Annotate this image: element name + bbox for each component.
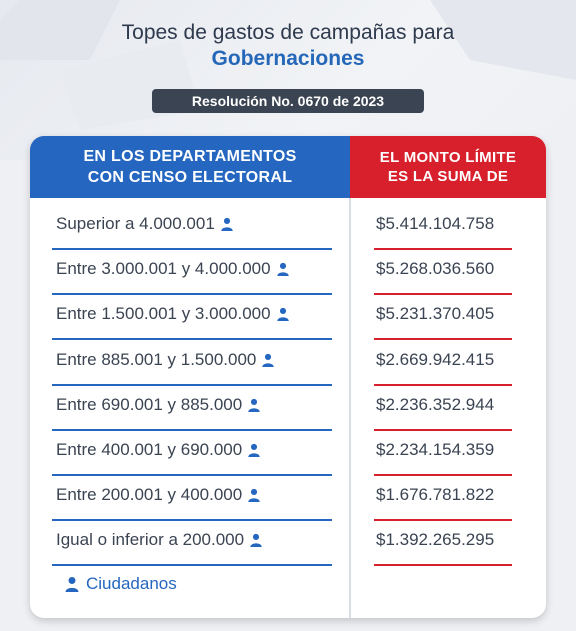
column-divider: [349, 198, 351, 618]
limit-amount: $1.676.781.822: [376, 485, 495, 505]
header-limit: EL MONTO LÍMITE ES LA SUMA DE: [350, 136, 546, 198]
row-underline-red: [374, 338, 512, 341]
table-row: Entre 1.500.001 y 3.000.000 $5.231.370.40…: [30, 295, 546, 341]
table-row: Entre 3.000.001 y 4.000.000 $5.268.036.56…: [30, 250, 546, 296]
header-population: EN LOS DEPARTAMENTOS CON CENSO ELECTORAL: [30, 136, 350, 198]
limit-amount: $2.669.942.415: [376, 349, 495, 369]
background-decoration: [0, 0, 576, 160]
person-icon: [65, 577, 79, 592]
title-line-2: Gobernaciones: [211, 47, 365, 70]
row-underline-blue: [52, 519, 332, 522]
row-underline-blue: [52, 338, 332, 341]
header-right-line-2: ES LA SUMA DE: [387, 168, 509, 185]
population-range: Superior a 4.000.001: [56, 214, 234, 234]
title-line-1: Topes de gastos de campañas para: [121, 21, 455, 44]
table-row: Superior a 4.000.001 $5.414.104.758: [30, 205, 546, 250]
range-text: Entre 1.500.001 y 3.000.000: [56, 304, 271, 324]
person-icon: [276, 308, 289, 322]
range-text: Entre 885.001 y 1.500.000: [56, 349, 257, 369]
row-underline-blue: [52, 564, 332, 567]
range-text: Entre 690.001 y 885.000: [56, 394, 243, 414]
row-underline-blue: [52, 248, 332, 250]
row-underline-blue: [52, 293, 332, 296]
row-underline-red: [374, 428, 512, 431]
legend: Ciudadanos: [64, 574, 177, 594]
legend-label: Ciudadanos: [86, 574, 177, 593]
limit-amount: $5.414.104.758: [376, 214, 495, 233]
person-icon: [262, 353, 275, 367]
person-icon: [221, 217, 233, 231]
population-range: Entre 690.001 y 885.000: [56, 395, 261, 415]
header-left-line-2: CON CENSO ELECTORAL: [87, 169, 293, 186]
limit-amount: $1.392.265.295: [376, 530, 495, 550]
table-row: Igual o inferior a 200.000 $1.392.265.295: [30, 521, 546, 567]
resolution-badge: Resolución No. 0670 de 2023: [152, 89, 424, 113]
person-icon: [248, 398, 260, 412]
population-range: Entre 400.001 y 690.000: [56, 440, 261, 460]
row-underline-blue: [52, 383, 332, 386]
row-underline-red: [374, 383, 512, 386]
range-text: Entre 400.001 y 690.000: [56, 440, 243, 459]
range-text: Entre 200.001 y 400.000: [56, 485, 243, 505]
page-title: Topes de gastos de campañas para Goberna…: [0, 20, 576, 72]
row-underline-red: [374, 519, 512, 522]
population-range: Entre 885.001 y 1.500.000: [56, 350, 275, 370]
person-icon: [250, 534, 262, 548]
range-text: Superior a 4.000.001: [56, 214, 215, 233]
population-range: Entre 1.500.001 y 3.000.000: [56, 304, 290, 324]
limit-amount: $2.234.154.359: [376, 440, 495, 459]
limit-amount: $5.268.036.560: [376, 259, 495, 279]
person-icon: [276, 263, 289, 277]
row-underline-blue: [52, 428, 332, 431]
table-row: Entre 690.001 y 885.000 $2.236.352.944: [30, 386, 546, 431]
population-range: Entre 200.001 y 400.000: [56, 485, 261, 505]
limit-amount: $5.231.370.405: [376, 304, 495, 324]
table-row: Entre 400.001 y 690.000 $2.234.154.359: [30, 431, 546, 476]
table-row: Entre 200.001 y 400.000 $1.676.781.822: [30, 476, 546, 522]
row-underline-blue: [52, 474, 332, 476]
person-icon: [248, 489, 260, 503]
header-left-line-1: EN LOS DEPARTAMENTOS: [83, 148, 297, 165]
population-range: Igual o inferior a 200.000: [56, 530, 263, 550]
row-underline-red: [374, 293, 512, 296]
row-underline-red: [374, 474, 512, 476]
row-underline-red: [374, 564, 512, 567]
range-text: Entre 3.000.001 y 4.000.000: [56, 259, 271, 279]
range-text: Igual o inferior a 200.000: [56, 530, 245, 550]
person-icon: [248, 443, 260, 457]
header-right-line-1: EL MONTO LÍMITE: [379, 149, 517, 166]
limits-table: EN LOS DEPARTAMENTOS CON CENSO ELECTORAL…: [30, 136, 546, 618]
table-row: Entre 885.001 y 1.500.000 $2.669.942.415: [30, 341, 546, 386]
population-range: Entre 3.000.001 y 4.000.000: [56, 259, 290, 279]
row-underline-red: [374, 248, 512, 250]
limit-amount: $2.236.352.944: [376, 394, 495, 414]
